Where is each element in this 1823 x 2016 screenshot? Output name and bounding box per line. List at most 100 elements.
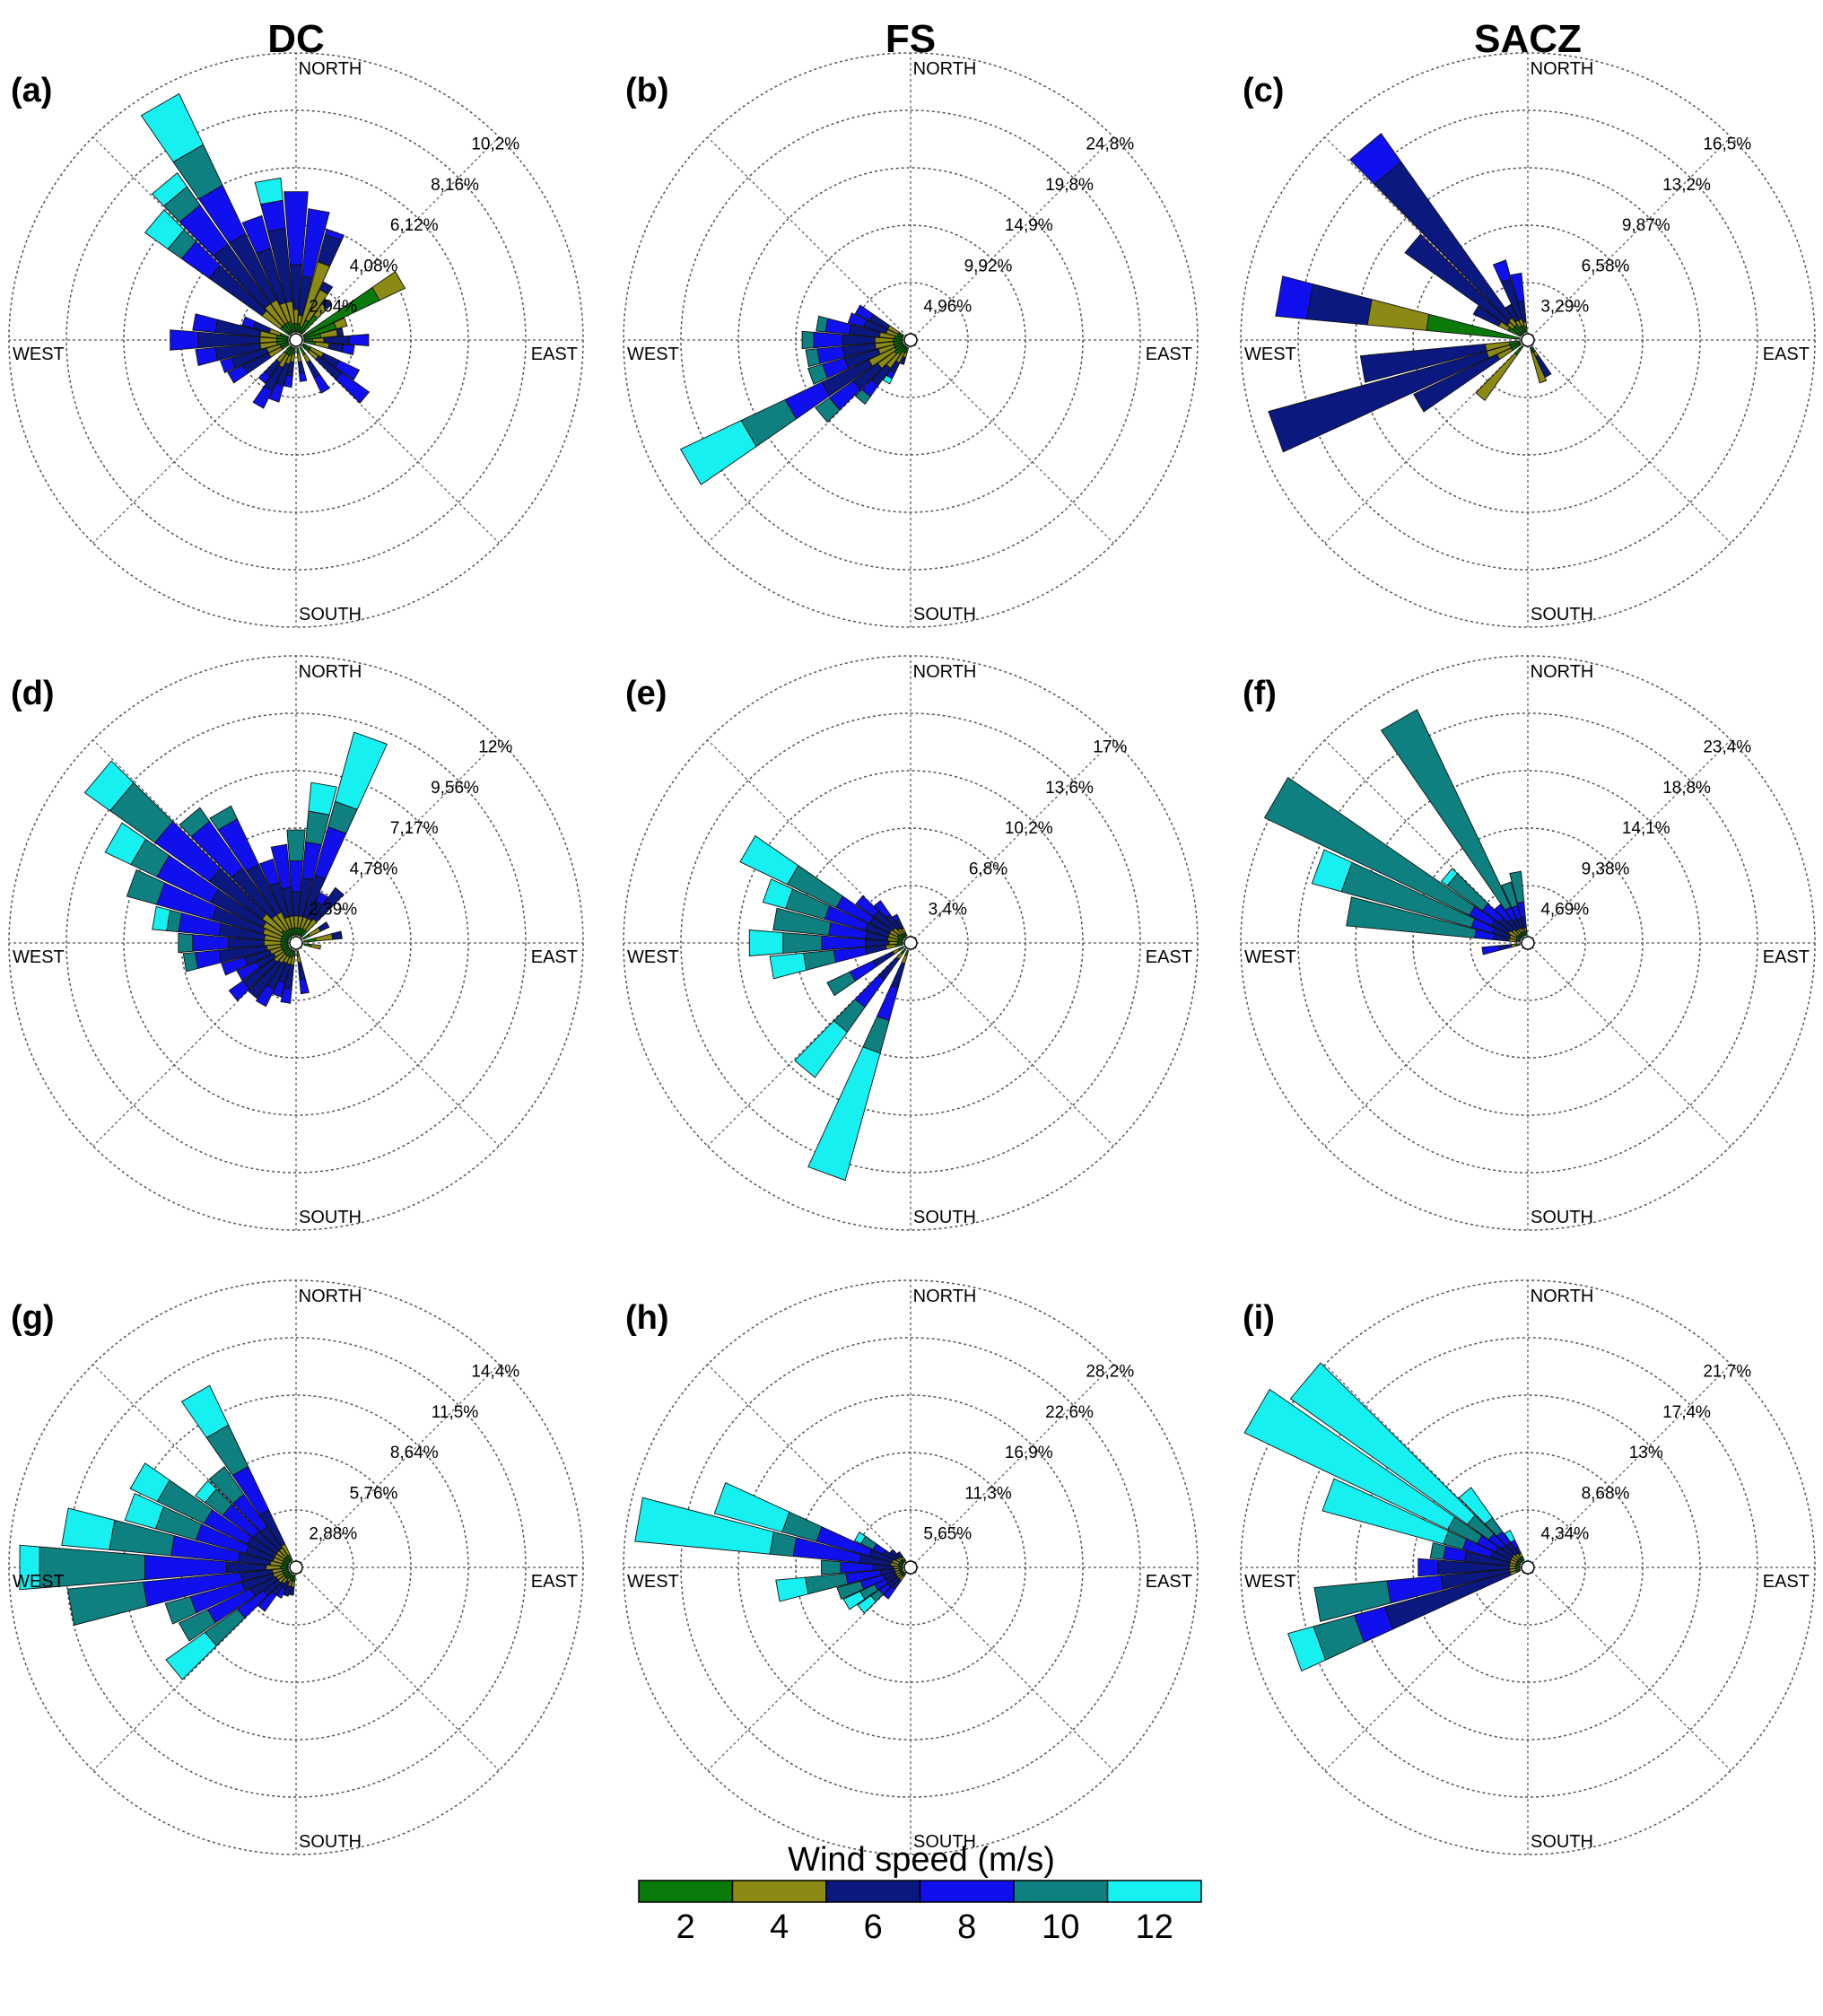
petal-a-200-speed-3 [268,382,284,403]
rose-center [1521,1560,1535,1575]
petal-c-280-speed-3 [1275,275,1313,320]
petal-f-350-speed-4 [1509,870,1525,904]
rose-center [1521,333,1535,347]
petal-i-310-speed-5 [1289,1362,1476,1525]
spoke-135 [910,339,1114,544]
spoke-315 [707,739,912,944]
petal-b-300-speed-3 [854,304,875,321]
petal-c-280-speed-1 [1366,299,1430,331]
petal-a-70-speed-1 [333,317,348,330]
wind-rose-panels: NORTH SOUTH EAST WEST 2,04% 4,08% 6,12% 8,16% 10… [8,52,1816,1855]
direction-west: WEST [627,345,679,364]
petal-a-80-speed-2 [336,327,345,337]
petal-a-90-speed-3 [348,334,370,346]
ring-4 [65,712,527,1174]
petal-e-200-speed-3 [876,984,899,1022]
petal-e-240-speed-4 [826,971,856,997]
petal-h-280-speed-4 [769,1531,798,1558]
wind-rose-panel-e: NORTH SOUTH EAST WEST 3,4% 6,8% 10,2% 13,6% 17% (… [623,655,1199,1231]
petal-g-240-speed-4 [178,1609,216,1642]
petal-h-270-speed-4 [821,1559,842,1575]
petal-a-60-speed-1 [371,270,406,301]
ring-label-4: 11,5% [432,1403,479,1422]
petal-a-210-speed-3 [252,385,273,409]
spoke-315 [92,1364,297,1568]
petal-a-240-speed-3 [227,364,249,384]
rose-center [289,333,303,347]
direction-south: SOUTH [913,1832,976,1852]
legend-swatch-3 [919,1880,1015,1903]
direction-west: WEST [1244,345,1296,364]
petal-b-210-speed-5 [882,374,894,385]
direction-east: EAST [531,947,578,967]
ring-4 [680,1337,1141,1798]
ring-label-3: 16,9% [1005,1444,1053,1462]
petal-f-280-speed-4 [1346,896,1477,938]
ring-label-1: 2,39% [309,901,357,920]
rose-center [903,936,918,950]
spoke-135 [1527,339,1731,544]
petal-c-300-speed-2 [1472,305,1502,327]
petal-b-250-speed-4 [807,363,828,386]
rose-center [903,333,918,347]
petal-g-270-speed-5 [19,1544,40,1591]
rose-center [289,936,303,950]
petal-d-100-speed-1 [310,944,322,950]
ring-label-1: 4,96% [923,298,972,317]
petal-e-260-speed-5 [769,952,807,980]
ring-label-3: 14,9% [1005,216,1053,235]
petal-i-270-speed-3 [1417,1558,1439,1577]
spoke-45 [910,1364,1114,1568]
petal-e-260-speed-4 [802,949,837,971]
petal-b-220-speed-4 [854,388,871,406]
petal-g-320-speed-4 [208,1465,245,1505]
spoke-315 [707,136,912,341]
legend-swatch-5 [1106,1880,1202,1903]
petal-c-320-speed-3 [1349,133,1402,186]
petal-i-330-speed-5 [1504,1529,1515,1543]
legend-swatch-1 [731,1880,827,1903]
petal-d-270-speed-4 [178,932,194,954]
direction-west: WEST [13,947,65,967]
petal-d-100-speed-0 [303,943,312,947]
petal-i-300-speed-5 [1243,1388,1456,1531]
petal-c-330-speed-2 [1505,303,1520,323]
petal-d-40-speed-2 [312,886,345,923]
direction-east: EAST [1763,345,1810,364]
petal-e-330-speed-3 [892,913,900,922]
petal-d-190-speed-3 [280,987,292,1004]
spoke-45 [910,739,1114,944]
direction-north: NORTH [913,662,977,682]
direction-south: SOUTH [299,1832,362,1852]
rose-center [1521,936,1535,950]
direction-east: EAST [531,345,578,364]
legend-tick-3: 8 [957,1908,976,1946]
petal-b-270-speed-4 [801,330,815,350]
spoke-135 [910,942,1114,1147]
direction-north: NORTH [1531,59,1594,79]
petal-c-310-speed-2 [1404,233,1511,327]
petal-b-260-speed-4 [805,348,821,368]
wind-rose-panel-d: NORTH SOUTH EAST WEST 2,39% 4,78% 7,17% 9,56% 12… [8,655,584,1231]
petal-d-170-speed-0 [296,950,301,956]
wind-rose-panel-g: NORTH SOUTH EAST WEST 2,88% 5,76% 8,64% 11,5% 14… [8,1279,584,1855]
petal-a-100-speed-1 [314,341,330,349]
petal-a-270-speed-3 [170,329,199,351]
petal-d-290-speed-4 [126,868,166,905]
panel-label-i: (i) [1243,1299,1275,1337]
ring-label-2: 9,92% [964,257,1013,275]
wind-rose-panel-h: NORTH SOUTH EAST WEST 5,65% 11,3% 16,9% 22,6% 28… [623,1279,1199,1855]
petal-g-220-speed-3 [257,1591,277,1612]
petal-f-260-speed-1 [1510,943,1517,948]
ring-label-2: 4,78% [350,860,398,878]
direction-south: SOUTH [913,1208,976,1227]
rose-center [903,1560,918,1575]
petal-d-240-speed-3 [236,961,261,982]
spoke-225 [707,942,912,1147]
petal-d-280-speed-5 [152,905,171,931]
petal-b-230-speed-4 [815,397,841,423]
petal-d-220-speed-2 [248,960,283,999]
panel-label-a: (a) [11,72,52,109]
petal-c-160-speed-1 [1531,351,1548,384]
ring-label-3: 6,12% [390,216,439,235]
